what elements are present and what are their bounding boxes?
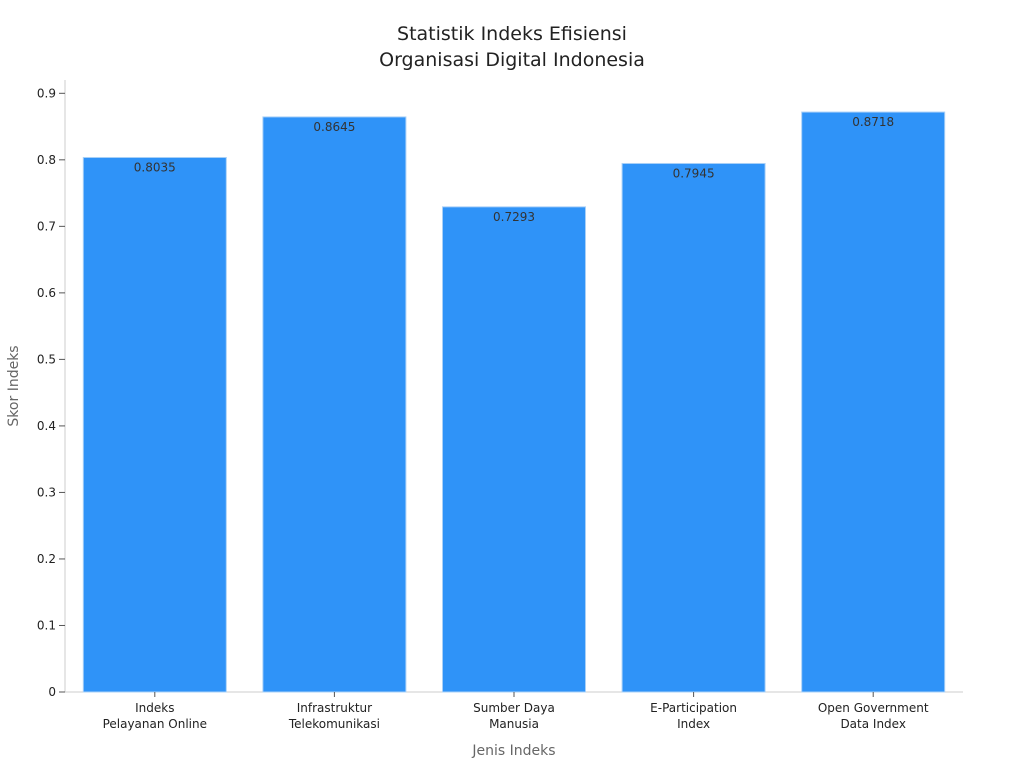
- x-axis-label: Jenis Indeks: [471, 743, 555, 759]
- x-tick-label: Manusia: [489, 717, 539, 731]
- bars: [82, 111, 946, 693]
- bar: [262, 116, 407, 693]
- y-tick-label: 0.8: [37, 153, 56, 167]
- y-tick-label: 0.6: [37, 286, 56, 300]
- x-tick-label: Pelayanan Online: [103, 717, 207, 731]
- bar-value-label: 0.7293: [493, 210, 535, 224]
- bar-value-label: 0.8645: [313, 120, 355, 134]
- bar: [621, 162, 766, 693]
- data-labels: 0.8035 0.8645 0.7293 0.7945 0.8718: [134, 115, 894, 224]
- x-tick-label: Telekomunikasi: [288, 717, 380, 731]
- y-tick-label: 0.5: [37, 352, 56, 366]
- chart-title-line: Statistik Indeks Efisiensi: [397, 23, 627, 45]
- bar-value-label: 0.8718: [852, 115, 894, 129]
- y-tick-label: 0.2: [37, 552, 56, 566]
- x-tick-label: Data Index: [840, 717, 906, 731]
- x-tick-label: E-Participation: [650, 701, 737, 715]
- y-tick-label: 0.4: [37, 419, 56, 433]
- y-tick-label: 0.7: [37, 219, 56, 233]
- x-tick-labels: Indeks Pelayanan Online Infrastruktur Telek…: [103, 692, 929, 731]
- x-tick-label: Open Government: [818, 701, 929, 715]
- bar: [82, 156, 227, 693]
- x-tick-label: Indeks: [135, 701, 174, 715]
- y-tick-label: 0.3: [37, 485, 56, 499]
- x-tick-label: Index: [677, 717, 710, 731]
- x-tick-label: Sumber Daya: [473, 701, 555, 715]
- x-tick-label: Infrastruktur: [297, 701, 372, 715]
- y-tick-label: 0: [48, 685, 56, 699]
- bar: [442, 206, 586, 693]
- bar: [801, 111, 946, 693]
- bar-value-label: 0.8035: [134, 160, 176, 174]
- y-tick-label: 0.1: [37, 618, 56, 632]
- y-axis-label: Skor Indeks: [6, 345, 22, 426]
- bar-value-label: 0.7945: [673, 166, 715, 180]
- y-tick-labels: 0 0.1 0.2 0.3 0.4 0.5 0.6 0.7 0.8 0.9: [37, 86, 65, 699]
- chart-title: Statistik Indeks Efisiensi Organisasi Dig…: [379, 23, 645, 71]
- chart-title-line: Organisasi Digital Indonesia: [379, 49, 645, 71]
- y-tick-label: 0.9: [37, 86, 56, 100]
